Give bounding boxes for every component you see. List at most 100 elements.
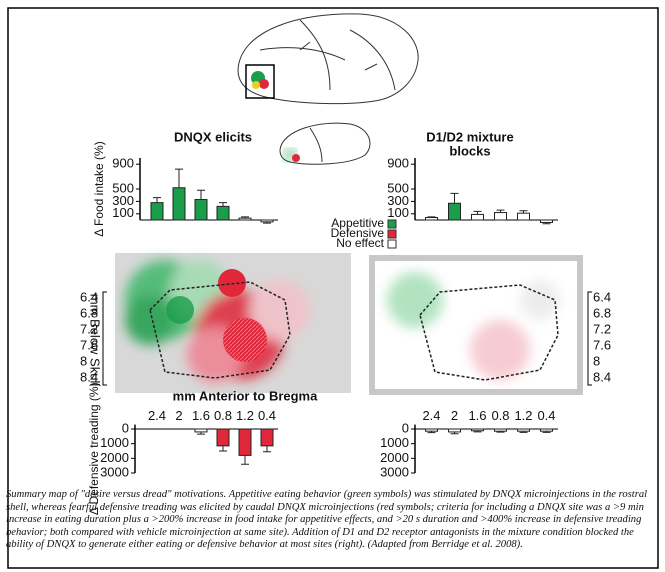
y-tick-label: 500 [387,180,409,195]
x-tick-label: 0.8 [214,408,232,423]
error-bar [450,431,459,435]
inset-spot [292,154,300,162]
y-tick-label: 1000 [380,435,409,450]
panel-title: D1/D2 mixture [426,129,513,144]
x-tick-label: 0.8 [491,408,509,423]
y-tick-label: 2000 [380,450,409,465]
x-tick-label: 1.2 [514,408,532,423]
bar [260,428,274,447]
legend-swatch [387,229,397,239]
error-bar [197,431,205,435]
brain-spot [252,81,260,89]
map-site [166,296,194,324]
bar [471,213,484,221]
x-tick-label: 2 [451,408,458,423]
brain-spot [259,79,269,89]
y-tick-label: 1000 [100,435,129,450]
map-y-label: mm Below Skull [88,294,103,387]
map-y-tick: 7.6 [80,337,98,352]
error-bar [219,445,227,452]
map-bracket [587,291,592,386]
bar [540,428,553,432]
error-bar [473,430,482,433]
bar [194,428,208,433]
error-bar [519,210,528,214]
bar [494,428,507,432]
bar [425,217,438,221]
y-axis-label: Δ Defensive treading (%) [87,382,101,515]
y-tick-label: 0 [402,420,409,435]
legend-swatch [387,239,397,249]
map-y-tick: 8 [80,353,87,368]
y-tick-label: 300 [112,193,134,208]
bar [216,428,230,447]
legend-swatch [387,219,397,229]
map-outline [419,284,559,381]
y-tick-label: 2000 [100,450,129,465]
y-tick-label: 900 [112,156,134,171]
bar [425,428,438,432]
legend-label: Appetitive [331,216,384,230]
map-blobs [387,272,560,380]
bar [448,202,461,221]
x-tick-label: 1.6 [468,408,486,423]
map-y-tick: 6.4 [80,289,98,304]
panel-title: blocks [449,143,490,158]
error-bar [263,221,271,224]
y-tick-label: 0 [122,420,129,435]
map-y-tick: 7.6 [593,337,611,352]
map-y-tick: 6.4 [593,289,611,304]
inset-box [245,64,275,99]
map-outline [149,281,291,379]
inset-brain [279,122,371,165]
legend-label: Defensive [331,226,385,240]
y-tick-label: 300 [387,193,409,208]
y-tick-label: 3000 [100,464,129,479]
error-bar [219,202,227,207]
x-tick-label: 1.2 [236,408,254,423]
y-axis-label: Δ Food intake (%) [92,141,106,236]
bar [517,428,530,432]
x-tick-label: 2 [175,408,182,423]
figure-border [7,7,659,569]
error-bar [542,222,551,225]
bar [172,187,186,221]
bar [238,217,252,221]
x-tick-label: 0.4 [258,408,276,423]
error-bar [473,210,482,215]
bar [260,219,274,223]
y-tick-label: 500 [112,180,134,195]
panel-title: DNQX elicits [174,129,252,144]
map-y-tick: 8 [593,353,600,368]
map-x-label: mm Anterior to Bregma [173,388,318,403]
bar [471,428,484,432]
error-bar [153,197,161,203]
legend-label: No effect [336,236,384,250]
error-bar [197,189,205,200]
y-tick-label: 100 [112,205,134,220]
bar [494,212,507,221]
x-tick-label: 1.6 [192,408,210,423]
error-bar [427,216,436,218]
error-bar [542,431,551,433]
map-y-tick: 8.4 [80,369,98,384]
x-tick-label: 2.4 [422,408,440,423]
map-bracket [102,291,107,386]
map-y-tick: 6.8 [80,305,98,320]
y-tick-label: 100 [387,205,409,220]
y-tick-label: 900 [387,156,409,171]
map-y-tick: 7.2 [593,321,611,336]
map-y-tick: 7.2 [80,321,98,336]
map-site [223,318,267,362]
bar [150,202,164,221]
bar [238,428,252,456]
brain-sketch [237,13,419,105]
bar [216,205,230,221]
x-tick-label: 0.4 [537,408,555,423]
error-bar [496,431,505,433]
error-bar [450,192,459,204]
error-bar [241,455,249,465]
bar [540,219,553,223]
error-bar [263,445,271,453]
